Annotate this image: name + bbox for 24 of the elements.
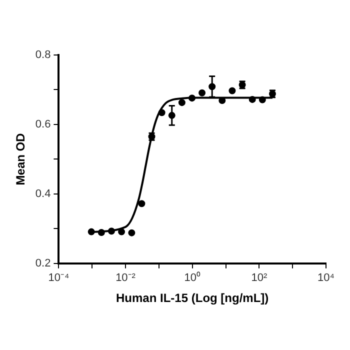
y-tick-label: 0.4 — [35, 188, 51, 200]
point — [188, 94, 196, 102]
point — [88, 228, 95, 236]
point — [198, 89, 206, 96]
point — [138, 200, 146, 208]
x-tick-label: 10² — [251, 272, 268, 284]
x-tick-label: 10⁻² — [116, 272, 136, 284]
x-tick-label: 10⁰ — [184, 271, 200, 284]
point — [108, 228, 115, 235]
point — [248, 96, 256, 103]
x-tick-label: 10⁴ — [318, 272, 335, 284]
point — [128, 229, 136, 236]
x-axis-title: Human IL-15 (Log [ng/mL]) — [116, 291, 269, 306]
point — [118, 228, 126, 236]
point — [258, 96, 266, 104]
y-tick-label: 0.8 — [35, 49, 51, 62]
point — [158, 109, 166, 116]
point — [178, 99, 186, 106]
y-tick-label: 0.6 — [35, 118, 51, 130]
point — [228, 87, 236, 94]
x-tick-label: 10⁻⁴ — [48, 272, 70, 284]
y-axis-title: Mean OD — [14, 132, 28, 186]
point — [98, 228, 105, 236]
y-tick-label: 0.2 — [35, 257, 51, 270]
